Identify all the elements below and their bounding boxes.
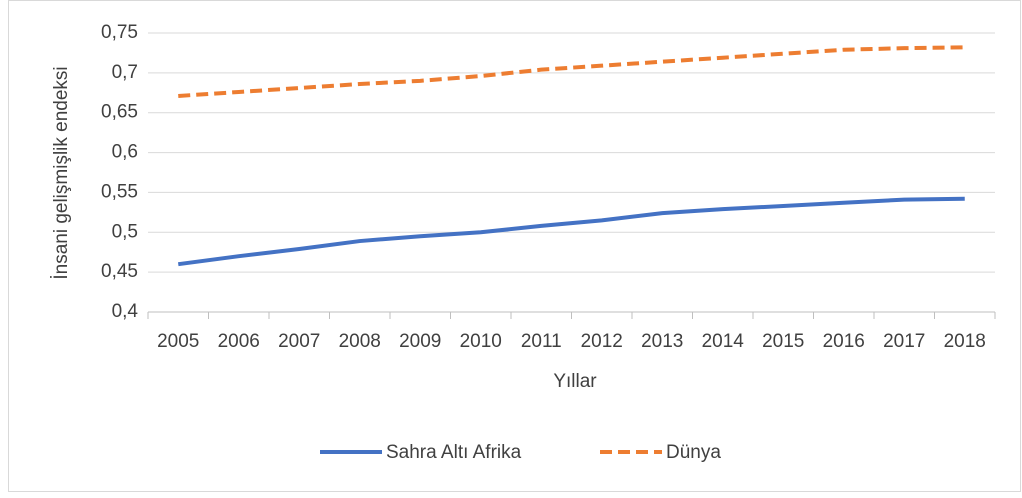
legend-label: Sahra Altı Afrika	[386, 442, 522, 463]
y-tick-label: 0,55	[101, 181, 138, 202]
y-tick-label: 0,7	[112, 62, 138, 83]
x-tick-label: 2011	[521, 331, 562, 352]
x-tick-label: 2015	[762, 331, 804, 352]
x-tick-label: 2017	[883, 331, 925, 352]
x-tick-label: 2007	[278, 331, 320, 352]
x-tick-label: 2013	[641, 331, 683, 352]
x-axis-title: Yıllar	[553, 371, 597, 392]
x-tick-label: 2016	[823, 331, 865, 352]
y-tick-label: 0,6	[112, 142, 138, 163]
series-line	[177, 196, 965, 267]
x-tick-label: 2005	[157, 331, 199, 352]
x-tick-label: 2006	[218, 331, 260, 352]
x-tick-label: 2018	[944, 331, 986, 352]
series-line	[178, 45, 965, 98]
y-tick-label: 0,45	[101, 261, 138, 282]
x-tick-label: 2010	[460, 331, 502, 352]
x-tick-label: 2012	[581, 331, 623, 352]
x-tick-label: 2014	[702, 331, 745, 352]
y-axis-title: İnsani gelişmişlik endeksi	[51, 66, 72, 279]
x-tick-label: 2009	[399, 331, 441, 352]
y-tick-label: 0,5	[112, 221, 138, 242]
y-tick-label: 0,65	[101, 102, 138, 123]
x-tick-label: 2008	[339, 331, 381, 352]
legend-label: Dünya	[666, 442, 721, 463]
y-tick-label: 0,75	[101, 22, 138, 43]
chart-border	[8, 0, 1021, 492]
y-tick-label: 0,4	[112, 301, 139, 322]
